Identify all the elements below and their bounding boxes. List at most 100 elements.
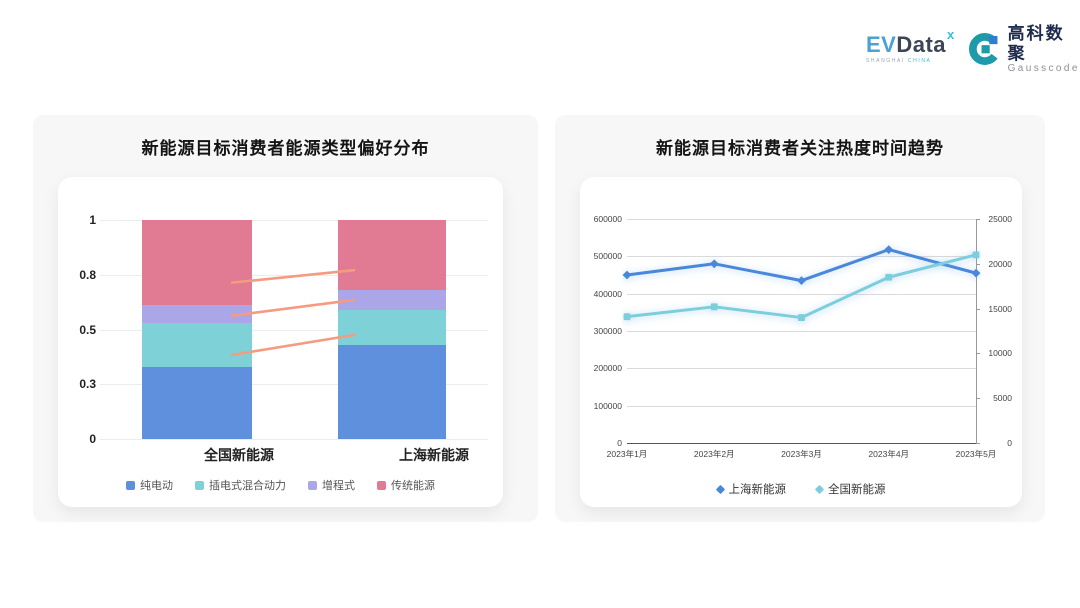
legend-item[interactable]: 上海新能源 [715, 481, 786, 497]
bar-segment[interactable] [142, 322, 252, 367]
bar-chart-legend: 纯电动 插电式混合动力 增程式 传统能源 [58, 477, 503, 493]
x-axis-tick-label: 2023年1月 [606, 449, 648, 459]
evdata-ev-text: EV [866, 32, 897, 58]
line-chart-panel: 上海新能源 全国新能源 600000 500000 400000 300000 2000… [580, 177, 1022, 507]
y-axis-tick-label: 0.5 [79, 322, 96, 337]
data-point[interactable] [709, 259, 719, 269]
bar-segment[interactable] [338, 220, 446, 291]
line-plot-overlay [622, 245, 981, 321]
evdata-logo: EV Data x SHANGHAI CHINA [866, 28, 954, 65]
bar-segment[interactable] [142, 366, 252, 439]
header-logos: EV Data x SHANGHAI CHINA 高科数聚 Gausscode [866, 24, 1080, 75]
category-label: 全国新能源 [204, 447, 274, 463]
legend-swatch-pure-ev [126, 480, 135, 490]
bar-segment[interactable] [338, 290, 446, 310]
bar-chart-panel: 纯电动 插电式混合动力 增程式 传统能源 1 0.8 0.5 0.3 0 全国新能源 上海新… [58, 177, 503, 507]
gridline [627, 331, 976, 332]
x-axis-tick-label: 2023年4月 [868, 449, 910, 459]
y-axis-tick-label: 1 [89, 213, 96, 227]
gausscode-en-label: Gausscode [1007, 63, 1080, 75]
stacked-bar-全国新能源 [142, 220, 252, 439]
evdata-subtitle: SHANGHAI CHINA [866, 58, 932, 65]
legend-marker-national [814, 484, 825, 494]
right-axis-tick [976, 443, 980, 444]
data-point[interactable] [623, 313, 631, 321]
data-point[interactable] [797, 276, 806, 285]
line-series-上海新能源 [622, 245, 981, 285]
data-point[interactable] [798, 314, 805, 321]
gridline [627, 293, 976, 295]
gausscode-text: 高科数聚 Gausscode [1008, 24, 1080, 75]
data-point[interactable] [971, 268, 981, 278]
right-axis-tick-label: 0 [1007, 438, 1012, 448]
legend-item[interactable]: 增程式 [308, 477, 355, 493]
right-axis-tick [976, 219, 980, 220]
gridline [627, 256, 976, 258]
data-point[interactable] [622, 270, 632, 280]
bar-chart-title: 新能源目标消费者能源类型偏好分布 [141, 139, 430, 158]
legend-item[interactable]: 纯电动 [126, 477, 173, 493]
left-axis-tick-label: 600000 [593, 214, 622, 224]
stacked-bar-上海新能源 [338, 220, 446, 439]
bar-segment[interactable] [338, 344, 446, 439]
evdata-x-icon: x [947, 27, 955, 43]
gridline [627, 405, 976, 407]
right-axis-tick-label: 5000 [993, 393, 1012, 404]
line-series-全国新能源 [623, 251, 980, 321]
legend-swatch-ice [377, 480, 386, 490]
bar-segment[interactable] [142, 305, 252, 323]
left-axis-tick-label: 200000 [593, 363, 622, 374]
gridline [627, 368, 976, 370]
right-axis-tick-label: 25000 [988, 214, 1012, 224]
right-axis-tick-label: 15000 [988, 303, 1012, 314]
gridline [627, 219, 976, 220]
right-axis-tick [976, 353, 980, 355]
right-axis-tick-label: 10000 [988, 348, 1012, 359]
gridline [627, 443, 976, 444]
right-axis-tick [976, 398, 980, 400]
legend-item[interactable]: 全国新能源 [814, 481, 886, 497]
left-axis-tick-label: 500000 [593, 251, 622, 262]
left-axis-tick-label: 400000 [593, 288, 622, 299]
data-point[interactable] [884, 245, 894, 255]
y-axis-tick-label: 0 [89, 432, 96, 446]
bar-segment[interactable] [142, 220, 252, 306]
legend-swatch-erev [308, 480, 317, 490]
y-axis-tick-label: 0.8 [79, 267, 96, 282]
category-label: 上海新能源 [399, 447, 469, 463]
legend-item[interactable]: 插电式混合动力 [195, 477, 286, 493]
gausscode-g-icon [968, 33, 998, 66]
line-chart-title: 新能源目标消费者关注热度时间趋势 [656, 139, 944, 158]
data-point[interactable] [710, 303, 718, 311]
data-point[interactable] [885, 273, 893, 281]
bar-chart-card: 新能源目标消费者能源类型偏好分布 纯电动 插电式混合动力 增程式 传统能源 1 0… [33, 115, 538, 522]
gridline [100, 439, 488, 440]
series-line [626, 253, 977, 320]
legend-item[interactable]: 传统能源 [377, 477, 435, 493]
x-axis-tick-label: 2023年3月 [781, 449, 822, 459]
gausscode-logo: 高科数聚 Gausscode [968, 24, 1080, 75]
x-axis-tick-label: 2023年5月 [955, 449, 997, 459]
left-axis-tick-label: 300000 [593, 326, 622, 336]
bar-segment[interactable] [338, 309, 446, 345]
gridline [100, 329, 488, 331]
right-axis-tick [976, 308, 980, 310]
right-axis-tick [976, 263, 980, 265]
bar-plot-area [100, 220, 488, 439]
line-chart-legend: 上海新能源 全国新能源 [580, 481, 1022, 497]
left-axis-tick-label: 100000 [593, 400, 622, 411]
evdata-wordmark: EV Data x [866, 28, 954, 58]
data-point[interactable] [972, 251, 980, 259]
right-axis-line [976, 219, 977, 443]
line-chart-card: 新能源目标消费者关注热度时间趋势 上海新能源 全国新能源 600000 50000… [555, 115, 1045, 522]
legend-marker-shanghai [715, 484, 725, 494]
evdata-data-text: Data [896, 32, 947, 58]
left-axis-tick-label: 0 [617, 438, 622, 448]
right-axis-tick-label: 20000 [988, 258, 1012, 269]
x-axis-tick-label: 2023年2月 [693, 449, 735, 459]
gridline [100, 384, 488, 386]
gridline [100, 220, 488, 221]
legend-swatch-phev [195, 480, 204, 490]
gausscode-cn-label: 高科数聚 [1007, 24, 1065, 63]
y-axis-tick-label: 0.3 [79, 377, 96, 392]
